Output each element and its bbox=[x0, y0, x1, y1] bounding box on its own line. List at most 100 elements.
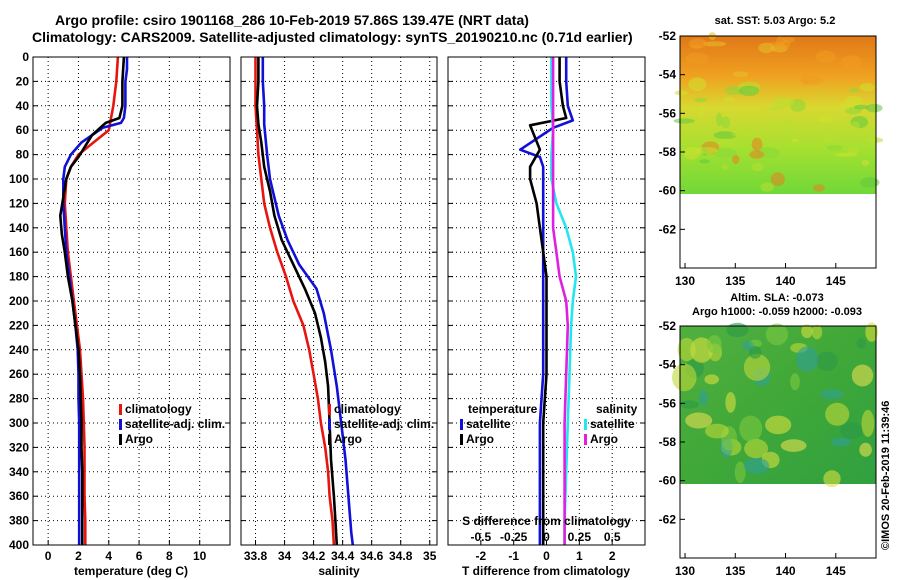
sst-texture-blob bbox=[854, 104, 869, 110]
sla-map-texture bbox=[672, 322, 878, 488]
sla-texture-blob bbox=[851, 364, 874, 387]
map-x-tick-label: 145 bbox=[826, 564, 846, 578]
x-tick-label: 0 bbox=[543, 549, 550, 563]
sla-texture-blob bbox=[780, 439, 807, 452]
title-line2: Climatology: CARS2009. Satellite-adjuste… bbox=[32, 29, 633, 45]
sla-texture-blob bbox=[790, 373, 800, 391]
plot-frame bbox=[32, 56, 231, 546]
sst-texture-blob bbox=[850, 121, 860, 131]
map-x-tick-label: 135 bbox=[725, 564, 745, 578]
sst-texture-blob bbox=[801, 71, 809, 85]
y-tick-label: 260 bbox=[9, 367, 29, 381]
sst-texture-blob bbox=[713, 131, 737, 140]
series-line-temperature-satellite bbox=[518, 57, 575, 545]
sla-texture-blob bbox=[859, 442, 872, 457]
y-tick-label: 60 bbox=[16, 123, 30, 137]
sst-texture-blob bbox=[813, 184, 825, 192]
sst-texture-blob bbox=[716, 112, 723, 127]
y-tick-label: 400 bbox=[9, 538, 29, 552]
sla-texture-blob bbox=[672, 363, 697, 392]
sst-texture-blob bbox=[732, 154, 740, 164]
series-line-climatology bbox=[63, 56, 120, 545]
x-tick-label: 35 bbox=[423, 549, 437, 563]
map-y-tick-label: -54 bbox=[659, 68, 677, 82]
map-x-tick-label: 140 bbox=[776, 564, 796, 578]
series-line-climatology bbox=[254, 57, 336, 546]
sst-texture-blob bbox=[859, 83, 875, 92]
map-y-tick-label: -56 bbox=[659, 396, 677, 410]
sst-texture-blob bbox=[751, 137, 763, 152]
legend-climatology-swatch bbox=[119, 404, 122, 415]
sla-texture-blob bbox=[677, 337, 696, 362]
sst-texture-blob bbox=[714, 147, 737, 158]
sst-texture-blob bbox=[749, 150, 765, 159]
y-tick-label: 220 bbox=[9, 318, 29, 332]
y-tick-label: 180 bbox=[9, 270, 29, 284]
legend-satellite-swatch bbox=[119, 419, 122, 430]
legend-salinity-heading: salinity bbox=[596, 402, 638, 416]
map-x-tick-label: 130 bbox=[675, 564, 695, 578]
sla-texture-blob bbox=[865, 322, 878, 342]
temperature-panel: 0 2 4 6 8 10020406080100120140160180200220240… bbox=[9, 50, 231, 563]
sst-texture-blob bbox=[840, 55, 863, 70]
sla-texture-blob bbox=[765, 415, 792, 435]
legend-argo-label: Argo bbox=[125, 432, 153, 446]
sla-texture-blob bbox=[765, 323, 789, 346]
difference-xlabel: T difference from climatology bbox=[462, 564, 630, 578]
series-line-argo bbox=[58, 56, 126, 545]
sst-texture-blob bbox=[835, 152, 858, 157]
x-tick-label: 34.8 bbox=[389, 549, 413, 563]
x2-tick-label: -0.25 bbox=[500, 530, 528, 544]
sst-texture-blob bbox=[817, 115, 835, 124]
x-tick-label: 2 bbox=[75, 549, 82, 563]
sla-texture-blob bbox=[704, 374, 719, 385]
map-y-tick-label: -58 bbox=[659, 435, 677, 449]
sla-texture-blob bbox=[743, 457, 770, 474]
legend-climatology-label: climatology bbox=[334, 402, 401, 416]
map-y-tick-label: -60 bbox=[659, 474, 677, 488]
sst-texture-blob bbox=[702, 41, 727, 47]
x-tick-label: 34.2 bbox=[302, 549, 326, 563]
sla-texture-blob bbox=[801, 324, 813, 339]
legend-satellite-label: satellite-adj. clim. bbox=[125, 417, 225, 431]
title-line1: Argo profile: csiro 1901168_286 10-Feb-2… bbox=[55, 12, 529, 28]
legend-sal-argo-swatch bbox=[584, 434, 587, 445]
map-y-tick-label: -58 bbox=[659, 145, 677, 159]
sst-texture-blob bbox=[848, 88, 860, 93]
legend-temperature-heading: temperature bbox=[468, 402, 538, 416]
sst-texture-blob bbox=[860, 177, 880, 188]
sst-texture-blob bbox=[694, 97, 708, 103]
sst-texture-blob bbox=[766, 105, 785, 111]
sst-texture-blob bbox=[738, 85, 760, 96]
sla-texture-blob bbox=[742, 341, 754, 351]
map-x-tick-label: 135 bbox=[725, 274, 745, 288]
sst-texture-blob bbox=[699, 159, 710, 164]
sla-texture-blob bbox=[726, 322, 749, 338]
sst-texture-blob bbox=[823, 134, 834, 144]
y-tick-label: 240 bbox=[9, 343, 29, 357]
sst-texture-blob bbox=[781, 39, 791, 49]
sla-texture-blob bbox=[856, 338, 867, 349]
sst-texture-blob bbox=[770, 172, 785, 186]
legend-temp-argo-label: Argo bbox=[466, 432, 494, 446]
sla-texture-blob bbox=[831, 437, 851, 447]
sst-texture-blob bbox=[865, 137, 884, 143]
x-tick-label: 1 bbox=[576, 549, 583, 563]
sst-texture-blob bbox=[721, 164, 729, 170]
x-tick-label: 33.8 bbox=[244, 549, 268, 563]
sla-texture-blob bbox=[823, 470, 841, 488]
series-line-argo bbox=[255, 57, 339, 546]
map-x-tick-label: 130 bbox=[675, 274, 695, 288]
temperature-xlabel: temperature (deg C) bbox=[74, 564, 188, 578]
x2-tick-label: -0.5 bbox=[470, 530, 491, 544]
x2-tick-label: 0.5 bbox=[604, 530, 621, 544]
legend-temp-satellite-label: satellite bbox=[466, 417, 511, 431]
y-tick-label: 380 bbox=[9, 514, 29, 528]
legend-climatology-swatch bbox=[328, 404, 331, 415]
sla-texture-blob bbox=[725, 392, 736, 413]
legend-argo-label: Argo bbox=[334, 432, 362, 446]
y-tick-label: 20 bbox=[16, 74, 30, 88]
x-tick-label: 10 bbox=[193, 549, 207, 563]
sst-map: sat. SST: 5.03 Argo: 5.2 130 135 140 145 -52… bbox=[659, 15, 884, 288]
